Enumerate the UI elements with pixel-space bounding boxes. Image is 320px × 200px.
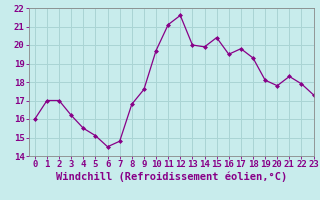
X-axis label: Windchill (Refroidissement éolien,°C): Windchill (Refroidissement éolien,°C) <box>56 172 287 182</box>
